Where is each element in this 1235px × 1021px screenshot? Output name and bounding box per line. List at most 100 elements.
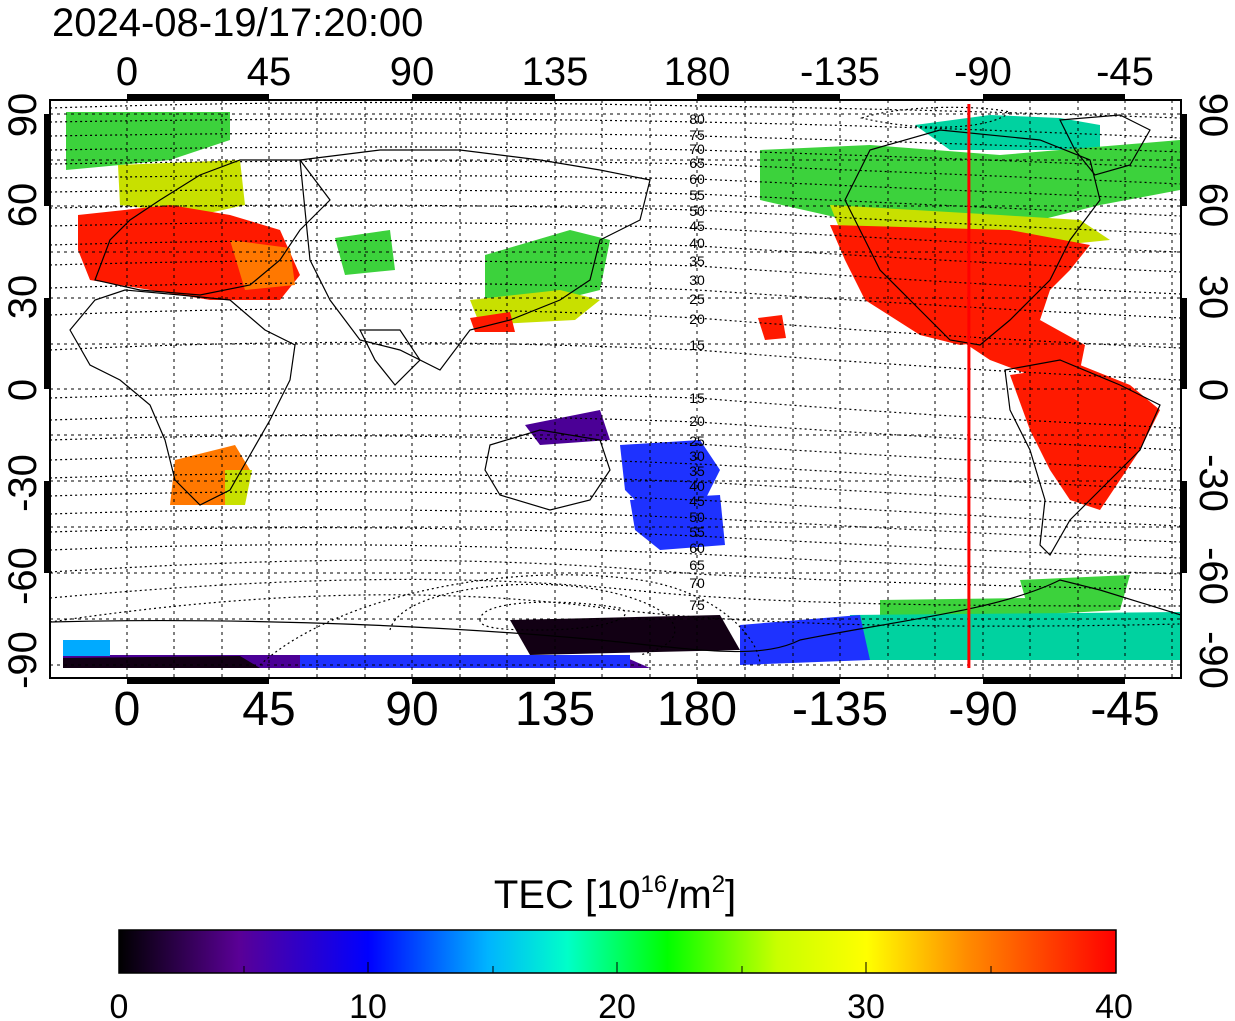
contour-label: 20 (689, 413, 705, 429)
tec-region-europe-high-lat (66, 112, 230, 170)
contour-label: 50 (689, 509, 705, 525)
bottom-lon-tick: 0 (114, 683, 141, 736)
tec-region-new-guinea (525, 410, 610, 445)
coast-australia (484, 429, 611, 511)
contour-label: 25 (689, 291, 705, 307)
left-lat-tick: -90 (1, 631, 45, 689)
tec-region-south-africa-edge (225, 470, 252, 505)
tec-region-arctic-canada (915, 115, 1100, 150)
contour-label: 75 (689, 597, 705, 613)
left-lat-axis: 90 60 30 0 -30 -60 -90 (1, 93, 45, 689)
contour-label: 15 (689, 337, 705, 353)
magnetic-contours (50, 101, 1181, 666)
coast-asia (299, 149, 651, 371)
left-lat-tick: 30 (1, 275, 45, 320)
contour-label: 55 (689, 187, 705, 203)
contour-label: 45 (689, 218, 705, 234)
contour-label: 65 (689, 155, 705, 171)
top-lon-tick: 45 (247, 50, 292, 94)
top-lon-tick: 90 (390, 50, 435, 94)
top-lon-tick: -45 (1096, 50, 1154, 94)
right-lat-tick: -30 (1191, 454, 1235, 512)
bottom-lon-tick: 135 (515, 683, 595, 736)
contour-label: 60 (689, 171, 705, 187)
contour-label: 20 (689, 311, 705, 327)
bottom-lon-tick: -45 (1090, 683, 1159, 736)
top-lon-tick: 180 (664, 50, 731, 94)
coast-india (359, 329, 421, 386)
contour-label: 40 (689, 235, 705, 251)
contour-label: 75 (689, 127, 705, 143)
colorbar-tick-label: 0 (110, 988, 129, 1021)
contour-label: 40 (689, 478, 705, 494)
contour-label: 15 (689, 390, 705, 406)
contour-label: 35 (689, 463, 705, 479)
top-lon-tick: 0 (116, 50, 138, 94)
colorbar-tick-label: 20 (598, 988, 636, 1021)
colorbar-tick-label: 30 (847, 988, 885, 1021)
tec-region-east-asia (485, 230, 610, 310)
coast-south-america (1004, 359, 1161, 556)
contour-label: 70 (689, 575, 705, 591)
coast-greenland (1059, 114, 1151, 176)
left-lat-tick: -60 (1, 547, 45, 605)
map-graticule (50, 100, 1181, 678)
right-lat-tick: -90 (1191, 631, 1235, 689)
tec-region-hawaii (758, 315, 786, 340)
right-lat-tick: 60 (1191, 183, 1235, 228)
tec-region-antarctic-east-blue (300, 655, 630, 668)
right-lat-tick: 30 (1191, 275, 1235, 320)
tec-region-north-america (830, 225, 1090, 345)
contour-label: 30 (689, 448, 705, 464)
colorbar-tick-label: 40 (1095, 988, 1133, 1021)
contour-label: 70 (689, 141, 705, 157)
left-lat-tick: 0 (1, 379, 45, 401)
tec-region-south-america (1010, 365, 1160, 510)
contour-label: 30 (689, 272, 705, 288)
tec-region-antarctic-peninsula (1020, 575, 1130, 615)
top-lon-tick: -90 (954, 50, 1012, 94)
top-lon-tick: -135 (800, 50, 880, 94)
coast-europe (94, 159, 331, 296)
timestamp-title: 2024-08-19/17:20:00 (52, 1, 423, 45)
contour-label: 25 (689, 433, 705, 449)
right-lat-tick: 90 (1191, 93, 1235, 138)
right-lat-tick: -60 (1191, 547, 1235, 605)
frame-ticks-left (44, 114, 50, 573)
colorbar-title: TEC [1016/m2] (494, 871, 736, 917)
left-lat-tick: -30 (1, 454, 45, 512)
frame-ticks-top (127, 94, 1125, 100)
frame-ticks-bottom (127, 678, 1125, 684)
contour-label: 80 (689, 111, 705, 127)
coast-africa (69, 289, 296, 506)
tec-region-antarctic-east-dark (63, 656, 260, 668)
bottom-lon-axis: 0 45 90 135 180 -135 -90 -45 (114, 683, 1160, 736)
tec-data-regions (63, 112, 1180, 668)
contour-label: 60 (689, 540, 705, 556)
coast-antarctica (50, 579, 1181, 653)
bottom-lon-tick: 45 (242, 683, 295, 736)
bottom-lon-tick: -90 (948, 683, 1017, 736)
coast-north-america (844, 129, 1101, 346)
tec-region-antarctic-west (850, 612, 1180, 660)
top-lon-tick: 135 (522, 50, 589, 94)
tec-region-antarctic-ross (740, 615, 870, 665)
map-panel: 80 75 70 65 60 55 50 45 40 35 30 25 20 1… (44, 94, 1187, 684)
bottom-lon-tick: -135 (792, 683, 888, 736)
tec-region-scandinavia (118, 160, 245, 215)
coastlines (50, 114, 1181, 653)
top-lon-axis: 0 45 90 135 180 -135 -90 -45 (116, 50, 1154, 94)
tec-region-east-australia (620, 440, 720, 515)
contour-label: 55 (689, 524, 705, 540)
contour-labels: 80 75 70 65 60 55 50 45 40 35 30 25 20 1… (689, 111, 705, 613)
contour-label: 65 (689, 557, 705, 573)
colorbar-tick-label: 10 (349, 988, 387, 1021)
left-lat-tick: 60 (1, 183, 45, 228)
colorbar-minor-ticks (243, 962, 992, 973)
tec-region-antarctic-blue (63, 640, 110, 656)
frame-ticks-right (1181, 114, 1187, 573)
right-lat-axis: 90 60 30 0 -30 -60 -90 (1191, 93, 1235, 689)
bottom-lon-tick: 90 (385, 683, 438, 736)
contour-label: 35 (689, 253, 705, 269)
